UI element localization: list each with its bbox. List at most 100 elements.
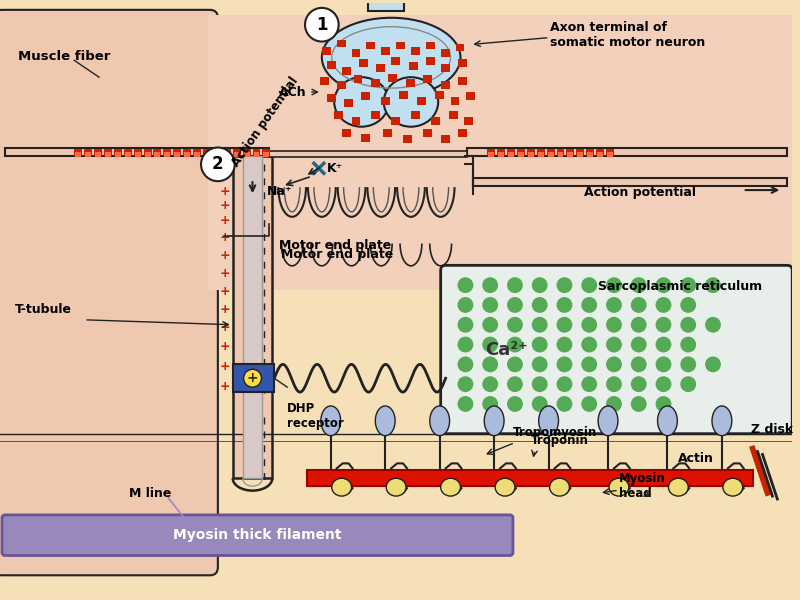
Circle shape (631, 277, 646, 293)
Text: +: + (219, 304, 230, 316)
Text: 1: 1 (316, 16, 327, 34)
Bar (538, 152, 544, 157)
Text: Myosin thick filament: Myosin thick filament (174, 527, 342, 542)
Circle shape (582, 277, 597, 293)
Bar (5, 148, 270, 157)
Circle shape (631, 337, 646, 352)
Bar (307, 470, 753, 486)
Circle shape (458, 277, 474, 293)
Circle shape (482, 396, 498, 412)
Text: Muscle fiber: Muscle fiber (18, 50, 110, 64)
Bar (184, 152, 190, 157)
Bar (426, 58, 434, 65)
Bar (403, 134, 412, 143)
Bar (342, 67, 350, 75)
Bar (214, 152, 220, 157)
Bar (105, 152, 111, 157)
Text: DHP
receptor: DHP receptor (287, 402, 344, 430)
Circle shape (507, 396, 523, 412)
Circle shape (507, 376, 523, 392)
Bar (263, 152, 270, 157)
Bar (441, 64, 450, 72)
Bar (557, 149, 565, 157)
Bar (423, 75, 432, 83)
Text: Troponin: Troponin (530, 434, 589, 446)
Bar (517, 149, 525, 157)
Bar (458, 128, 467, 137)
Bar (371, 111, 380, 119)
Circle shape (582, 297, 597, 313)
Bar (342, 128, 350, 137)
Bar (344, 99, 353, 107)
Circle shape (507, 337, 523, 352)
Circle shape (631, 396, 646, 412)
Circle shape (655, 396, 671, 412)
Bar (467, 148, 787, 157)
Text: +: + (219, 199, 230, 212)
Bar (362, 134, 370, 142)
Ellipse shape (495, 478, 515, 496)
Text: Sarcoplasmic reticulum: Sarcoplasmic reticulum (598, 280, 762, 293)
Circle shape (705, 356, 721, 372)
Text: Tropomyosin: Tropomyosin (513, 425, 598, 439)
Bar (194, 152, 200, 157)
Text: Action potential: Action potential (584, 185, 696, 199)
Text: +: + (219, 185, 230, 197)
Text: Ca²⁺: Ca²⁺ (486, 341, 528, 359)
Bar (466, 92, 475, 100)
Ellipse shape (386, 478, 406, 496)
Text: +: + (219, 249, 230, 262)
Bar (399, 91, 408, 99)
Ellipse shape (658, 406, 678, 436)
Circle shape (532, 277, 548, 293)
Circle shape (557, 337, 572, 352)
Circle shape (305, 8, 338, 41)
Ellipse shape (609, 478, 629, 496)
Circle shape (582, 376, 597, 392)
Ellipse shape (332, 478, 351, 496)
Circle shape (557, 396, 572, 412)
Circle shape (557, 297, 572, 313)
Bar (558, 152, 563, 157)
Bar (366, 41, 375, 49)
Circle shape (606, 356, 622, 372)
Text: Axon terminal of
somatic motor neuron: Axon terminal of somatic motor neuron (550, 21, 705, 49)
Bar (382, 97, 390, 105)
Circle shape (557, 356, 572, 372)
Bar (488, 152, 494, 157)
Bar (586, 149, 594, 157)
Bar (114, 149, 122, 157)
Ellipse shape (375, 406, 395, 436)
Bar (596, 149, 604, 157)
Bar (450, 97, 459, 105)
Circle shape (458, 297, 474, 313)
Bar (154, 152, 161, 157)
Circle shape (631, 297, 646, 313)
Bar (322, 47, 330, 55)
Bar (567, 152, 574, 157)
Bar (606, 149, 614, 157)
Circle shape (507, 277, 523, 293)
Bar (376, 64, 386, 72)
Bar (354, 75, 362, 83)
Bar (417, 97, 426, 105)
Circle shape (557, 317, 572, 332)
Bar (193, 149, 201, 157)
Bar (607, 152, 613, 157)
Text: Actin: Actin (678, 452, 714, 465)
Bar (518, 152, 524, 157)
Circle shape (532, 297, 548, 313)
Bar (426, 41, 434, 49)
Bar (497, 149, 505, 157)
Bar (537, 149, 545, 157)
Text: M line: M line (129, 487, 171, 500)
Bar (441, 81, 450, 89)
Circle shape (458, 396, 474, 412)
Bar (508, 152, 514, 157)
Circle shape (532, 356, 548, 372)
Circle shape (482, 277, 498, 293)
Bar (411, 111, 420, 119)
Text: Myosin
head: Myosin head (619, 472, 666, 500)
Bar (578, 152, 583, 157)
Circle shape (680, 297, 696, 313)
